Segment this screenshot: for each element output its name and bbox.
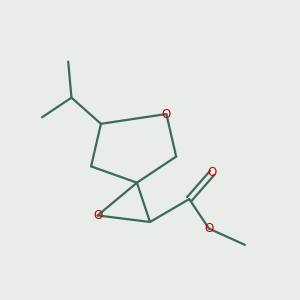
Text: O: O: [204, 222, 214, 235]
Text: O: O: [162, 107, 171, 121]
Text: O: O: [208, 167, 217, 179]
Text: O: O: [93, 209, 102, 222]
